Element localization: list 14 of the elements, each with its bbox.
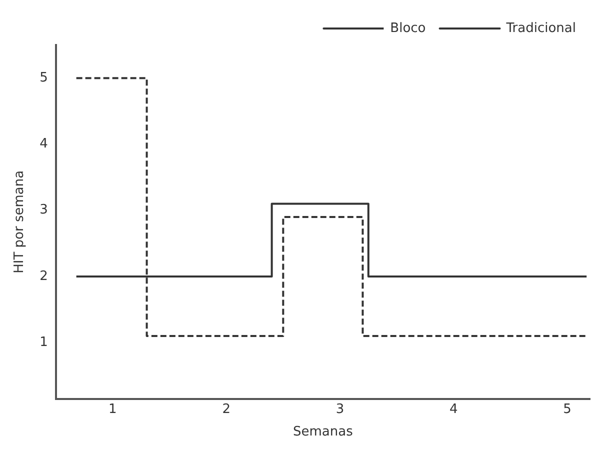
y-axis-title: HIT por semana xyxy=(12,170,28,274)
x-tick-label: 4 xyxy=(449,402,458,417)
y-tick-label: 4 xyxy=(40,136,48,152)
legend-label: Bloco xyxy=(390,20,426,36)
x-tick-label: 3 xyxy=(336,402,344,417)
y-tick-label: 3 xyxy=(40,202,48,218)
y-tick-label: 5 xyxy=(40,70,48,86)
y-tick-label: 1 xyxy=(40,334,48,350)
legend-label: Tradicional xyxy=(505,20,576,36)
x-tick-label: 1 xyxy=(108,402,117,417)
x-tick-label: 2 xyxy=(222,402,230,417)
x-axis-title: Semanas xyxy=(293,424,354,440)
y-tick-label: 2 xyxy=(40,268,48,284)
x-tick-label: 5 xyxy=(563,402,572,417)
